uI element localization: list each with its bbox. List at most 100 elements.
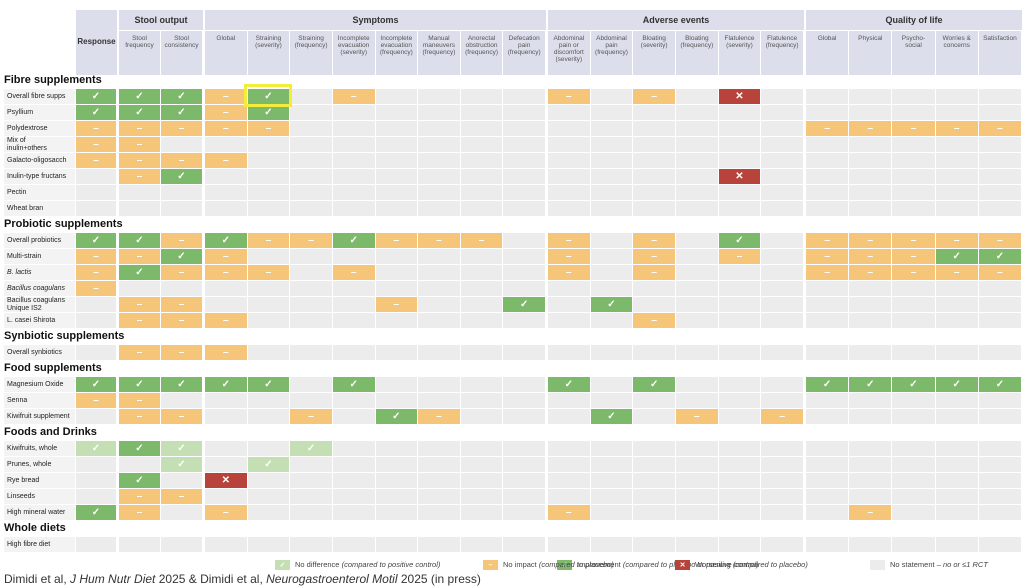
cell: [718, 297, 761, 312]
cell: [161, 473, 202, 488]
cell: –: [978, 121, 1021, 136]
cell: [590, 185, 633, 200]
cell: [935, 441, 978, 456]
cell: [548, 153, 590, 168]
cell: [460, 105, 503, 120]
cell: –: [806, 121, 849, 136]
cell: [375, 473, 418, 488]
cell: [935, 201, 978, 216]
row-label: Pectin: [4, 185, 75, 200]
group-header: Adverse events: [548, 10, 804, 30]
cell: –: [161, 233, 202, 248]
cell: ✓: [76, 505, 116, 520]
column-header: Flatulence (severity): [718, 31, 761, 75]
cell-symbol: –: [308, 235, 314, 246]
cell: [161, 137, 202, 152]
cell: [247, 409, 290, 424]
row-label-text: Multi-strain: [7, 252, 42, 260]
cell-symbol: –: [223, 155, 229, 166]
cell: [460, 409, 503, 424]
cell: ✓: [247, 89, 290, 104]
cell-symbol: –: [136, 395, 143, 406]
cell: [418, 153, 460, 168]
cell: [806, 297, 849, 312]
cell-symbol: –: [178, 267, 185, 278]
cell: –: [119, 505, 160, 520]
legend-text: No difference (compared to positive cont…: [295, 560, 440, 570]
cell-symbol: –: [651, 267, 657, 278]
cell: [849, 473, 892, 488]
row-label-text: Overall synbiotics: [7, 348, 62, 356]
cell: [460, 185, 503, 200]
cell: [849, 489, 892, 504]
cell: [503, 121, 545, 136]
cell: [676, 505, 718, 520]
cell: [892, 393, 935, 408]
cell-symbol: –: [136, 299, 143, 310]
cell: [718, 121, 761, 136]
column-header-line: (frequency): [507, 49, 541, 56]
cell: [849, 281, 892, 296]
cell: [633, 537, 675, 552]
cell: [247, 281, 290, 296]
column-header-line: Physical: [858, 35, 883, 42]
cell: [718, 473, 761, 488]
cell: [548, 169, 590, 184]
cell: [806, 137, 849, 152]
cell: ✓: [633, 377, 675, 392]
cell: [375, 505, 418, 520]
cell: [633, 505, 675, 520]
cell: –: [548, 249, 590, 264]
cell: –: [119, 249, 160, 264]
cell: [892, 473, 935, 488]
cell: [806, 313, 849, 328]
cell: [418, 377, 460, 392]
cell: [503, 233, 545, 248]
citation-part: 2025 (in press): [397, 572, 481, 586]
section-header: Food supplements: [4, 362, 102, 374]
cell-symbol: –: [651, 315, 657, 326]
cell: [418, 473, 460, 488]
cell: [375, 393, 418, 408]
cell: [761, 153, 803, 168]
cell-symbol: –: [223, 107, 229, 118]
cell-symbol: ✓: [392, 411, 401, 422]
cell: –: [633, 249, 675, 264]
cell-symbol: –: [953, 235, 960, 246]
cell: [718, 137, 761, 152]
cell: –: [247, 121, 290, 136]
row-label: High fibre diet: [4, 537, 75, 552]
cell: –: [119, 393, 160, 408]
cell: [978, 313, 1021, 328]
cell-symbol: –: [867, 267, 874, 278]
cell-symbol: –: [223, 315, 229, 326]
cell: [161, 537, 202, 552]
cell: –: [849, 233, 892, 248]
cell: [418, 265, 460, 280]
cell: [935, 473, 978, 488]
cell: [503, 265, 545, 280]
cell-symbol: –: [136, 139, 143, 150]
column-header: Straining (frequency): [290, 31, 332, 75]
cell: ✓: [247, 457, 290, 472]
cell: –: [978, 265, 1021, 280]
cell: –: [119, 489, 160, 504]
citation: Dimidi et al, J Hum Nutr Diet 2025 & Dim…: [4, 572, 481, 587]
cell: –: [633, 265, 675, 280]
column-header: Defecation pain (frequency): [503, 31, 545, 75]
cell: [503, 489, 545, 504]
cell: [290, 185, 332, 200]
cell: [460, 377, 503, 392]
cell: [418, 345, 460, 360]
cell: –: [205, 121, 247, 136]
legend-note: (compared to positive control): [341, 560, 441, 569]
cell-symbol: –: [953, 267, 960, 278]
legend-label: Improvement: [577, 560, 621, 569]
cell-symbol: –: [178, 299, 185, 310]
cell-symbol: –: [223, 347, 229, 358]
cell: ✓: [978, 377, 1021, 392]
cell: [375, 153, 418, 168]
cell: –: [375, 233, 418, 248]
cell: [978, 153, 1021, 168]
row-label-text: Inulin-type fructans: [7, 172, 67, 180]
